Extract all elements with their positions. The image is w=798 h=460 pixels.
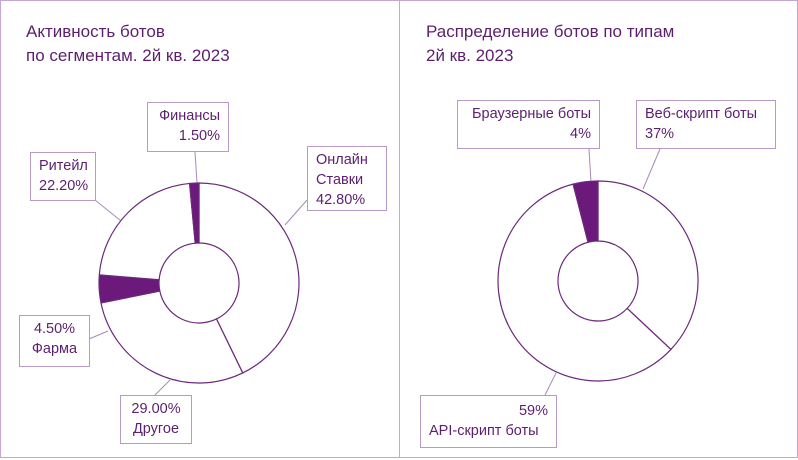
label-value: 29.00% [131,401,181,417]
chart-title-types: Распределение ботов по типам 2й кв. 2023 [426,20,674,68]
label-name: Ставки [316,172,364,188]
label-other: 29.00% Другое [120,395,192,444]
leader-line [94,199,122,222]
leader-line [588,148,592,183]
label-web-script-bots: Веб-скрипт боты 37% [636,100,776,149]
label-browser-bots: Браузерные боты 4% [457,100,600,149]
title-line-2: по сегментам. 2й кв. 2023 [26,46,230,65]
label-value: 4% [570,126,591,142]
label-name: Финансы [159,108,220,124]
slice-финансы [188,182,200,244]
label-online-betting: Онлайн Ставки 42.80% [307,146,387,211]
leader-line [544,372,557,396]
slice-браузерные-боты [572,180,599,243]
label-name: API-скрипт боты [429,423,539,439]
leader-line [642,148,661,190]
title-line-2: 2й кв. 2023 [426,46,514,65]
leader-line [194,151,198,184]
slice-веб-скрипт-боты [597,180,699,351]
leader-line [284,199,308,226]
label-name: Онлайн [316,152,368,168]
label-value: 1.50% [178,128,220,144]
label-value: 42.80% [316,192,366,208]
label-finance: Финансы 1.50% [147,102,229,152]
label-retail: Ритейл 22.20% [30,152,96,201]
label-name: Фарма [31,341,78,357]
slice-онлайн-ставки [198,182,300,374]
slice-ритейл [98,182,196,281]
slice-api-скрипт-боты [497,183,672,382]
title-line-1: Распределение ботов по типам [426,22,675,41]
label-value: 37% [645,126,675,142]
label-pharma: 4.50% Фарма [19,315,90,367]
label-value: 4.50% [33,321,76,337]
label-name: Веб-скрипт боты [645,106,758,122]
title-line-1: Активность ботов [26,22,165,41]
label-value: 22.20% [39,178,89,194]
chart-title-segments: Активность ботов по сегментам. 2й кв. 20… [26,20,230,68]
slice-другое [100,290,244,384]
leader-line [88,330,109,340]
label-api-script-bots: 59% API-скрипт боты [420,395,557,448]
label-name: Браузерные боты [472,106,591,122]
label-name: Ритейл [39,158,88,174]
leader-line [154,379,171,396]
label-value: 59% [518,403,548,419]
label-name: Другое [132,421,180,437]
